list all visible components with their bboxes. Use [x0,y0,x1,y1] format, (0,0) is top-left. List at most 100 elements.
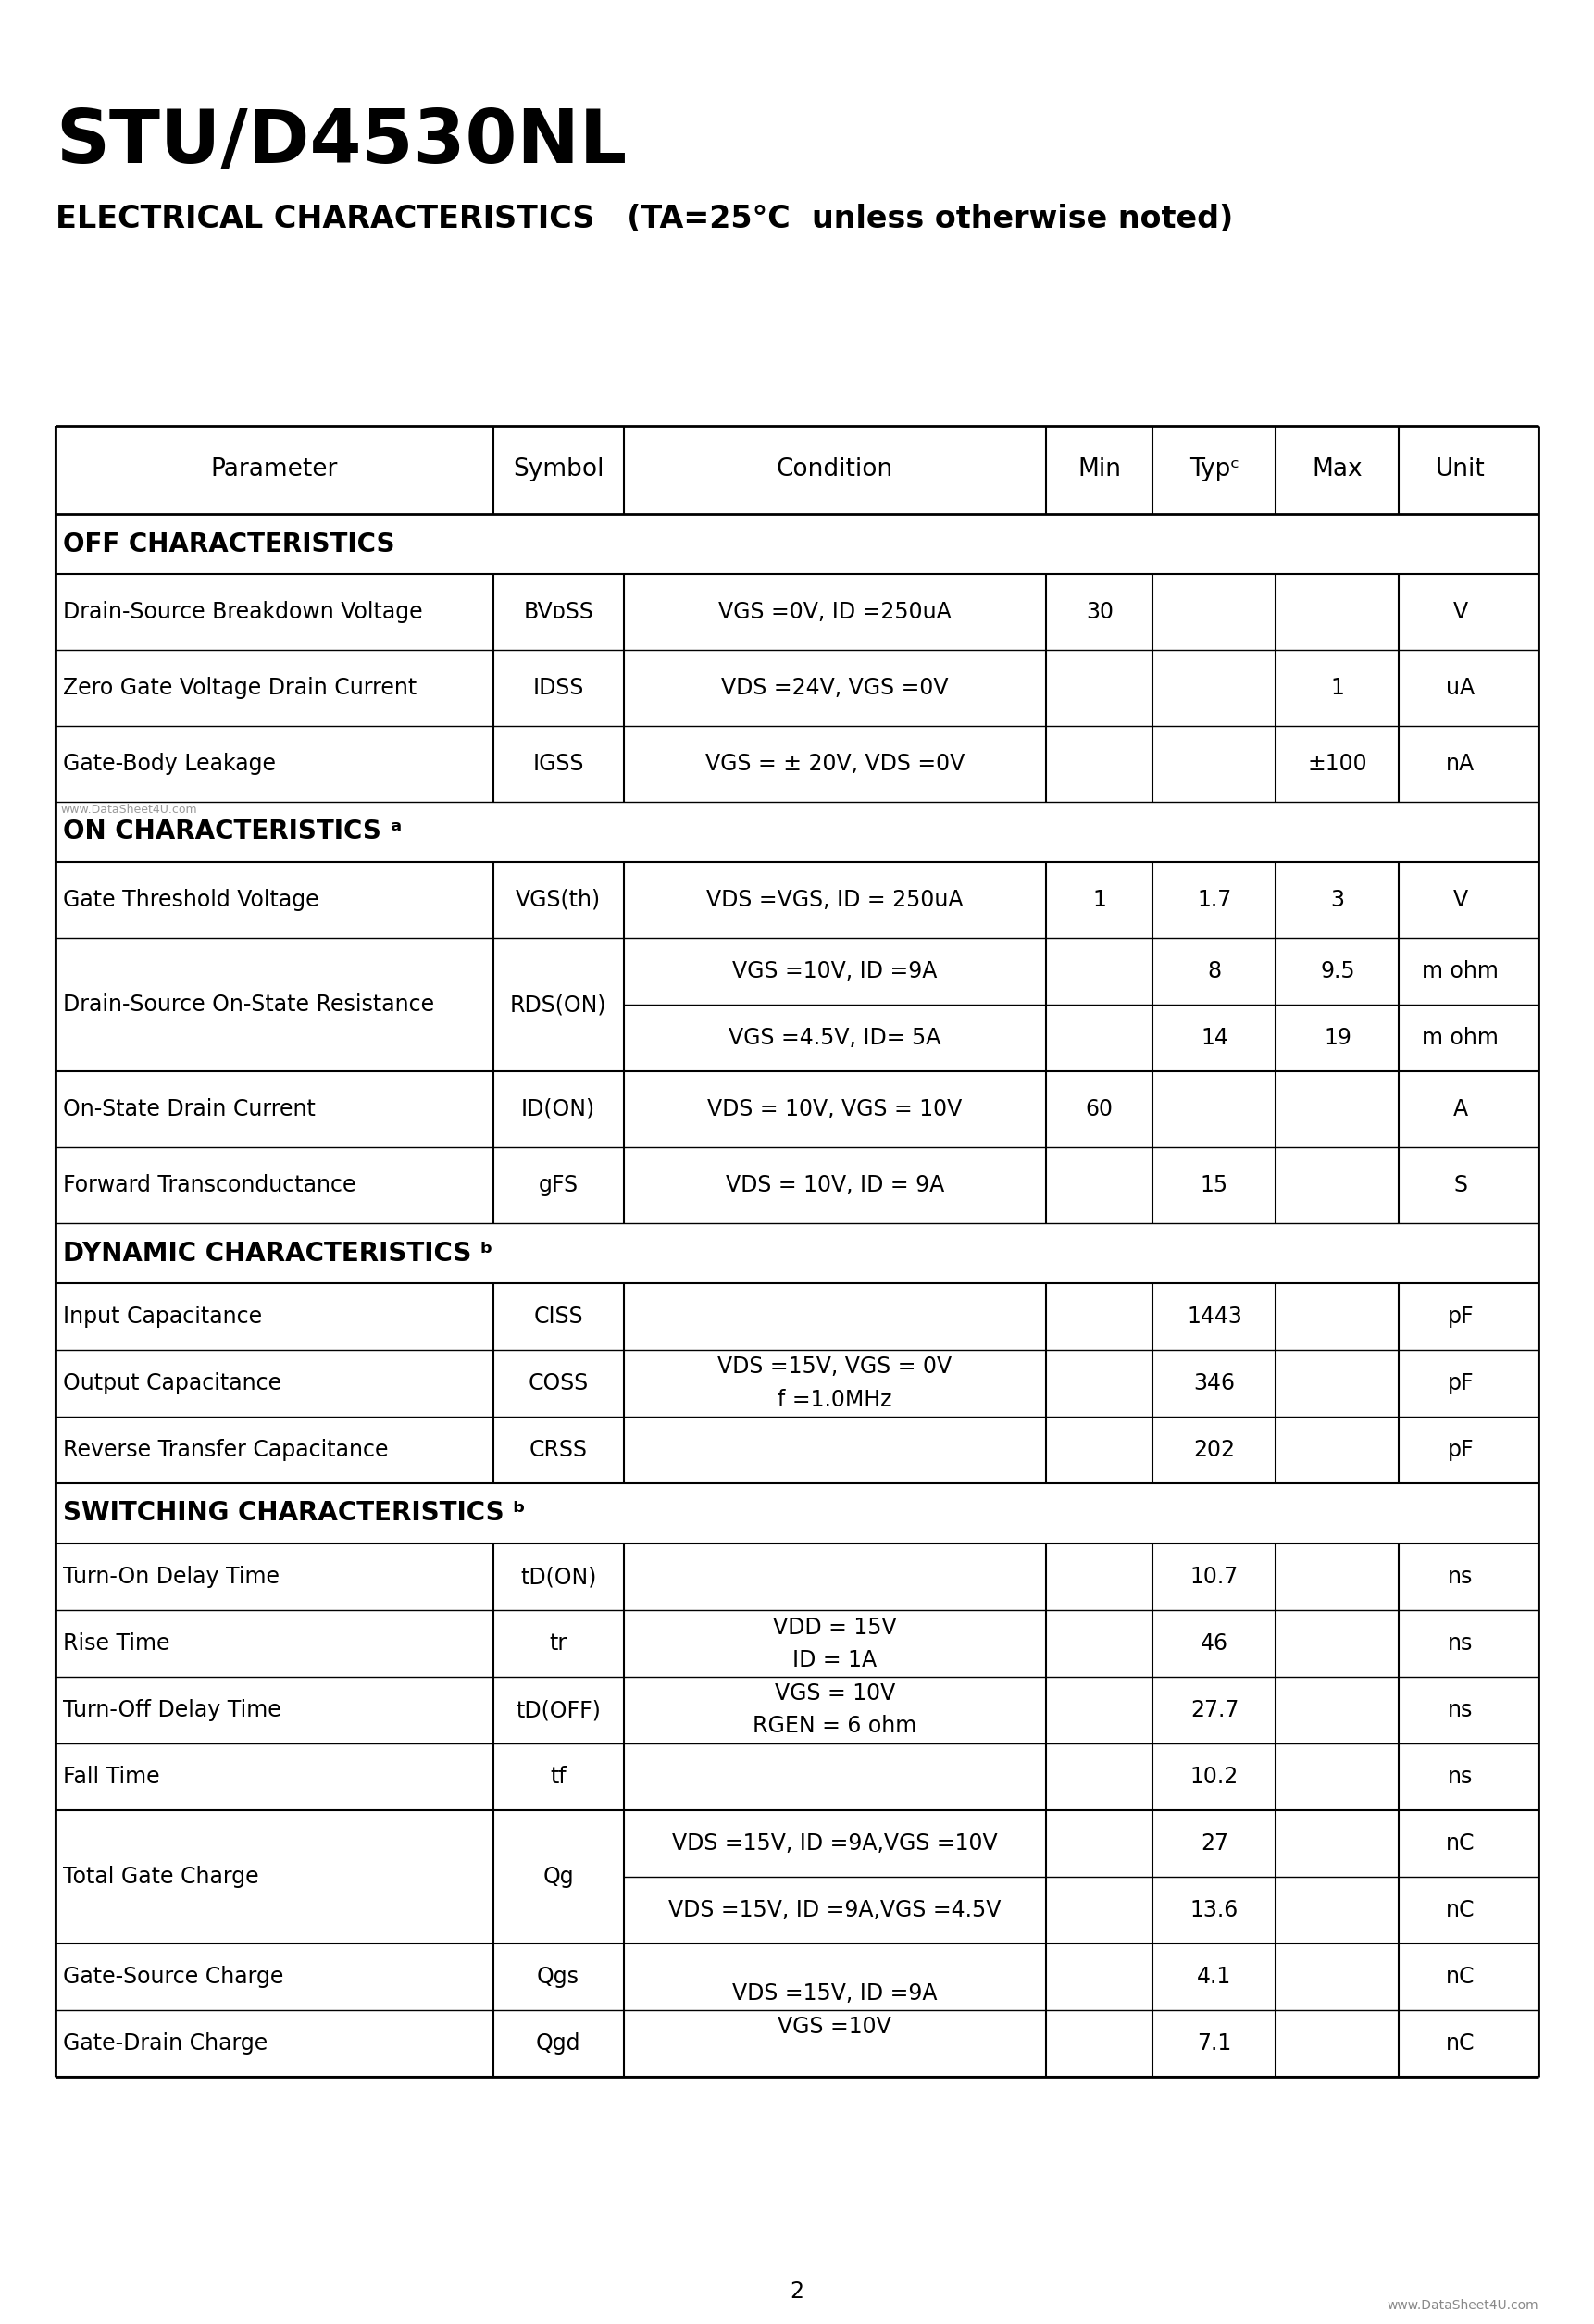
Text: 202: 202 [1194,1439,1235,1462]
Text: 1: 1 [1331,676,1344,700]
Text: 60: 60 [1086,1099,1113,1120]
Text: 3: 3 [1331,888,1344,911]
Text: SWITCHING CHARACTERISTICS ᵇ: SWITCHING CHARACTERISTICS ᵇ [62,1501,526,1527]
Text: VGS(th): VGS(th) [515,888,601,911]
Text: ns: ns [1447,1566,1473,1587]
Text: 4.1: 4.1 [1197,1966,1232,1987]
Text: Turn-Off Delay Time: Turn-Off Delay Time [62,1699,281,1722]
Text: Qg: Qg [542,1866,574,1887]
Text: gFS: gFS [539,1174,579,1197]
Text: VDS =24V, VGS =0V: VDS =24V, VGS =0V [720,676,948,700]
Text: V: V [1454,602,1468,623]
Text: Turn-On Delay Time: Turn-On Delay Time [62,1566,279,1587]
Text: Total Gate Charge: Total Gate Charge [62,1866,258,1887]
Text: pF: pF [1447,1306,1474,1327]
Text: 9.5: 9.5 [1320,960,1355,983]
Text: pF: pF [1447,1371,1474,1394]
Text: A: A [1454,1099,1468,1120]
Text: m ohm: m ohm [1422,960,1498,983]
Text: ON CHARACTERISTICS ᵃ: ON CHARACTERISTICS ᵃ [62,818,402,846]
Text: VGS = ± 20V, VDS =0V: VGS = ± 20V, VDS =0V [705,753,964,774]
Text: CRSS: CRSS [529,1439,588,1462]
Text: Qgs: Qgs [537,1966,580,1987]
Text: On-State Drain Current: On-State Drain Current [62,1099,316,1120]
Text: RDS(ON): RDS(ON) [510,992,607,1016]
Text: 19: 19 [1323,1027,1352,1048]
Text: IGSS: IGSS [532,753,583,774]
Text: VGS =10V, ID =9A: VGS =10V, ID =9A [732,960,937,983]
Text: ns: ns [1447,1766,1473,1787]
Text: S: S [1454,1174,1468,1197]
Text: nA: nA [1446,753,1474,774]
Text: Gate-Drain Charge: Gate-Drain Charge [62,2034,268,2054]
Text: STU/D4530NL: STU/D4530NL [56,107,626,179]
Text: CISS: CISS [534,1306,583,1327]
Text: nC: nC [1446,1899,1474,1922]
Text: Symbol: Symbol [513,458,604,481]
Text: VDS =15V, ID =9A,VGS =10V: VDS =15V, ID =9A,VGS =10V [673,1831,998,1855]
Text: 1: 1 [1092,888,1106,911]
Text: uA: uA [1446,676,1474,700]
Text: VDS =15V, VGS = 0V
f =1.0MHz: VDS =15V, VGS = 0V f =1.0MHz [717,1355,952,1411]
Text: 1.7: 1.7 [1197,888,1232,911]
Text: nC: nC [1446,2034,1474,2054]
Text: tD(OFF): tD(OFF) [516,1699,601,1722]
Text: 1443: 1443 [1186,1306,1242,1327]
Text: 46: 46 [1200,1631,1229,1655]
Text: BVᴅSS: BVᴅSS [523,602,593,623]
Text: Condition: Condition [776,458,893,481]
Text: 27: 27 [1200,1831,1229,1855]
Text: Max: Max [1312,458,1363,481]
Text: Qgd: Qgd [536,2034,580,2054]
Text: OFF CHARACTERISTICS: OFF CHARACTERISTICS [62,530,395,558]
Text: Min: Min [1078,458,1121,481]
Text: Gate Threshold Voltage: Gate Threshold Voltage [62,888,319,911]
Text: Input Capacitance: Input Capacitance [62,1306,261,1327]
Text: Reverse Transfer Capacitance: Reverse Transfer Capacitance [62,1439,389,1462]
Text: Typᶜ: Typᶜ [1189,458,1240,481]
Text: 7.1: 7.1 [1197,2034,1232,2054]
Text: VGS =0V, ID =250uA: VGS =0V, ID =250uA [719,602,952,623]
Text: IDSS: IDSS [532,676,583,700]
Text: 27.7: 27.7 [1191,1699,1239,1722]
Text: www.DataSheet4U.com: www.DataSheet4U.com [1387,2298,1538,2312]
Text: Gate-Source Charge: Gate-Source Charge [62,1966,284,1987]
Text: tD(ON): tD(ON) [520,1566,596,1587]
Text: pF: pF [1447,1439,1474,1462]
Text: tr: tr [550,1631,567,1655]
Text: 30: 30 [1086,602,1113,623]
Text: ID(ON): ID(ON) [521,1099,595,1120]
Text: Unit: Unit [1436,458,1486,481]
Text: Rise Time: Rise Time [62,1631,171,1655]
Text: Fall Time: Fall Time [62,1766,159,1787]
Text: Drain-Source Breakdown Voltage: Drain-Source Breakdown Voltage [62,602,422,623]
Text: VDD = 15V
ID = 1A
VGS = 10V
RGEN = 6 ohm: VDD = 15V ID = 1A VGS = 10V RGEN = 6 ohm [752,1618,917,1736]
Text: 8: 8 [1207,960,1221,983]
Text: 2: 2 [791,2280,803,2303]
Text: Zero Gate Voltage Drain Current: Zero Gate Voltage Drain Current [62,676,416,700]
Text: m ohm: m ohm [1422,1027,1498,1048]
Text: 10.2: 10.2 [1191,1766,1239,1787]
Text: VDS = 10V, VGS = 10V: VDS = 10V, VGS = 10V [708,1099,963,1120]
Text: 13.6: 13.6 [1191,1899,1239,1922]
Text: VDS =VGS, ID = 250uA: VDS =VGS, ID = 250uA [706,888,963,911]
Text: tf: tf [550,1766,566,1787]
Text: V: V [1454,888,1468,911]
Text: Forward Transconductance: Forward Transconductance [62,1174,355,1197]
Text: Output Capacitance: Output Capacitance [62,1371,282,1394]
Text: VDS =15V, ID =9A,VGS =4.5V: VDS =15V, ID =9A,VGS =4.5V [668,1899,1001,1922]
Text: 10.7: 10.7 [1191,1566,1239,1587]
Text: ns: ns [1447,1631,1473,1655]
Text: DYNAMIC CHARACTERISTICS ᵇ: DYNAMIC CHARACTERISTICS ᵇ [62,1241,493,1267]
Text: ELECTRICAL CHARACTERISTICS   (TA=25°C  unless otherwise noted): ELECTRICAL CHARACTERISTICS (TA=25°C unle… [56,205,1234,235]
Text: VDS =15V, ID =9A
VGS =10V: VDS =15V, ID =9A VGS =10V [732,1982,937,2038]
Text: Gate-Body Leakage: Gate-Body Leakage [62,753,276,774]
Text: 15: 15 [1200,1174,1229,1197]
Text: nC: nC [1446,1966,1474,1987]
Text: Drain-Source On-State Resistance: Drain-Source On-State Resistance [62,992,434,1016]
Text: ±100: ±100 [1307,753,1368,774]
Text: VDS = 10V, ID = 9A: VDS = 10V, ID = 9A [725,1174,944,1197]
Text: www.DataSheet4U.com: www.DataSheet4U.com [61,804,196,816]
Text: 346: 346 [1194,1371,1235,1394]
Text: Parameter: Parameter [210,458,338,481]
